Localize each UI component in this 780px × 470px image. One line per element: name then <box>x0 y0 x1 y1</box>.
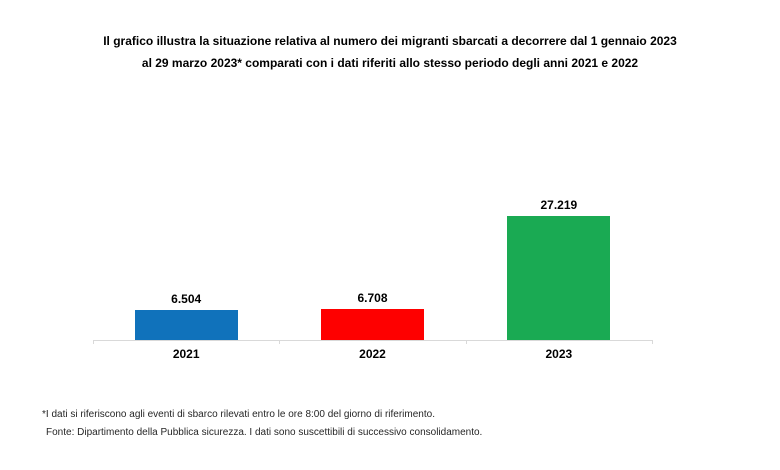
bar-group-2022: 6.708 <box>279 190 465 340</box>
bar-value-label-2021: 6.504 <box>171 292 202 306</box>
plot-area: 6.504 6.708 27.219 <box>93 190 652 340</box>
bar-2021 <box>134 310 238 340</box>
x-axis-label-2021: 2021 <box>172 347 200 361</box>
x-axis-labels: 2021 2022 2023 <box>93 347 652 361</box>
bar-2023 <box>507 216 611 340</box>
chart-title: Il grafico illustra la situazione relati… <box>103 34 677 70</box>
x-axis-line <box>93 340 653 341</box>
axis-tick <box>652 340 653 344</box>
footnote-asterisk: *I dati si riferiscono agli eventi di sb… <box>42 409 435 420</box>
x-axis-label-2022: 2022 <box>359 347 386 361</box>
x-axis-label-2023: 2023 <box>545 347 573 361</box>
footnotes: *I dati si riferiscono agli eventi di sb… <box>42 406 482 442</box>
bar-2022 <box>320 309 424 340</box>
axis-tick <box>279 340 281 344</box>
axis-tick <box>93 340 94 344</box>
axis-tick <box>465 340 467 344</box>
bar-group-2021: 6.504 <box>93 190 279 340</box>
footnote-source: Fonte: Dipartimento della Pubblica sicur… <box>46 427 483 438</box>
bar-value-label-2023: 27.219 <box>540 198 578 212</box>
bar-group-2023: 27.219 <box>466 190 652 340</box>
bar-value-label-2022: 6.708 <box>357 291 388 305</box>
